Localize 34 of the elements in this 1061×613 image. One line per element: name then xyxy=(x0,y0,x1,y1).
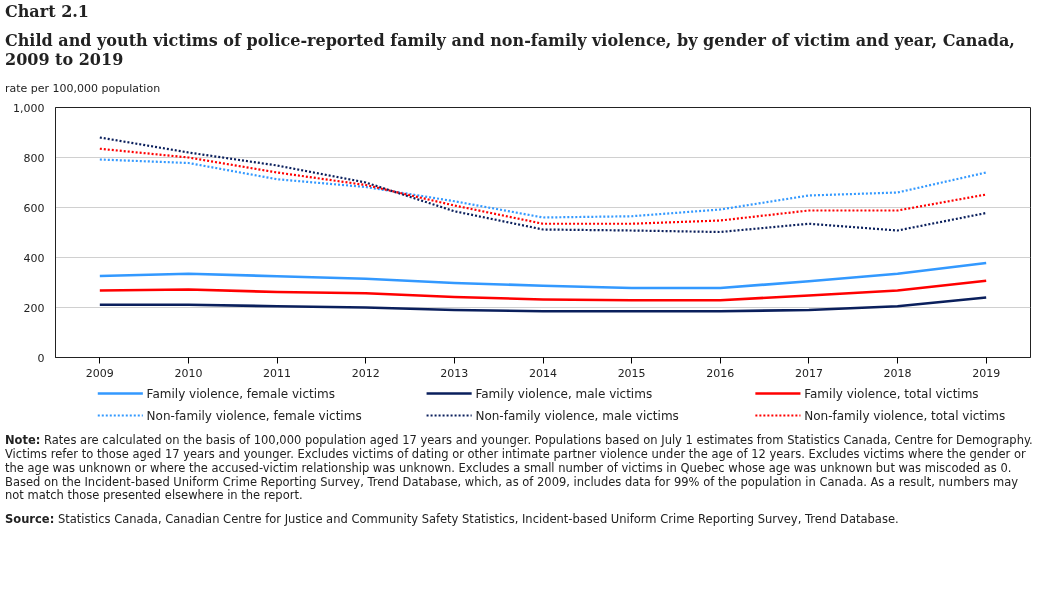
chart-subtitle: Child and youth victims of police-reported family and non-family violence, by gender of victim and year, Canada, 2009 to 2019 xyxy=(5,31,1016,70)
x-tick-label: 2016 xyxy=(706,366,735,380)
chart-title: Chart 2.1 xyxy=(5,2,89,22)
y-tick-label: 600 xyxy=(23,201,45,215)
y-tick-label: 400 xyxy=(23,251,45,265)
legend-label: Non-family violence, female victims xyxy=(146,408,362,423)
y-tick-label: 800 xyxy=(23,151,45,165)
x-tick-label: 2010 xyxy=(174,366,203,380)
line-series xyxy=(98,296,988,313)
x-tick-label: 2014 xyxy=(529,366,557,380)
y-tick-label: 1,000 xyxy=(13,101,45,115)
y-axis-title: rate per 100,000 population xyxy=(5,80,161,97)
legend-label: Family violence, total victims xyxy=(804,386,979,401)
line-series xyxy=(98,136,988,234)
y-tick-label: 200 xyxy=(23,301,45,315)
line-series xyxy=(98,147,988,226)
legend-label: Non-family violence, total victims xyxy=(804,408,1006,423)
line-series xyxy=(98,261,988,290)
line-series xyxy=(98,279,988,302)
legend-label: Non-family violence, male victims xyxy=(475,408,679,423)
line-series xyxy=(98,158,988,219)
x-tick-label: 2017 xyxy=(794,366,823,380)
x-tick-label: 2011 xyxy=(263,366,292,380)
text: Note: Rates are calculated on the basis of 100,000 population aged 17 years and younger. Populations based on July 1 estimates from Statistics Canada, Centre for Demography. Victims refer to those aged 17 years and younger. Excludes victims of dating or other intimate partner violence under the age of 12 years. Excludes victims where the gender or the age was unknown or where the accused-victim relationship was unknown. Excludes a small number of victims in Quebec whose age was unknown but was miscoded as 0. Based on the Incident-based Uniform Crime Reporting Survey, Trend Database, which, as of 2009, includes data for 99% of the population in Canada. As a result, numbers may not match those presented elsewhere in the report. xyxy=(5,433,1034,504)
x-tick-label: 2013 xyxy=(440,366,469,380)
x-tick-label: 2009 xyxy=(85,366,114,380)
source-note: Source: Statistics Canada, Canadian Centre for Justice and Community Safety Statistics, Incident-based Uniform Crime Reporting Survey, Trend Database. xyxy=(5,512,899,528)
x-tick-label: 2019 xyxy=(972,366,1001,380)
x-tick-label: 2018 xyxy=(883,366,912,380)
legend-label: Family violence, female victims xyxy=(146,386,335,401)
y-tick-label: 0 xyxy=(37,351,45,365)
legend-label: Family violence, male victims xyxy=(475,386,653,401)
x-tick-label: 2012 xyxy=(351,366,380,380)
x-tick-label: 2015 xyxy=(617,366,646,380)
